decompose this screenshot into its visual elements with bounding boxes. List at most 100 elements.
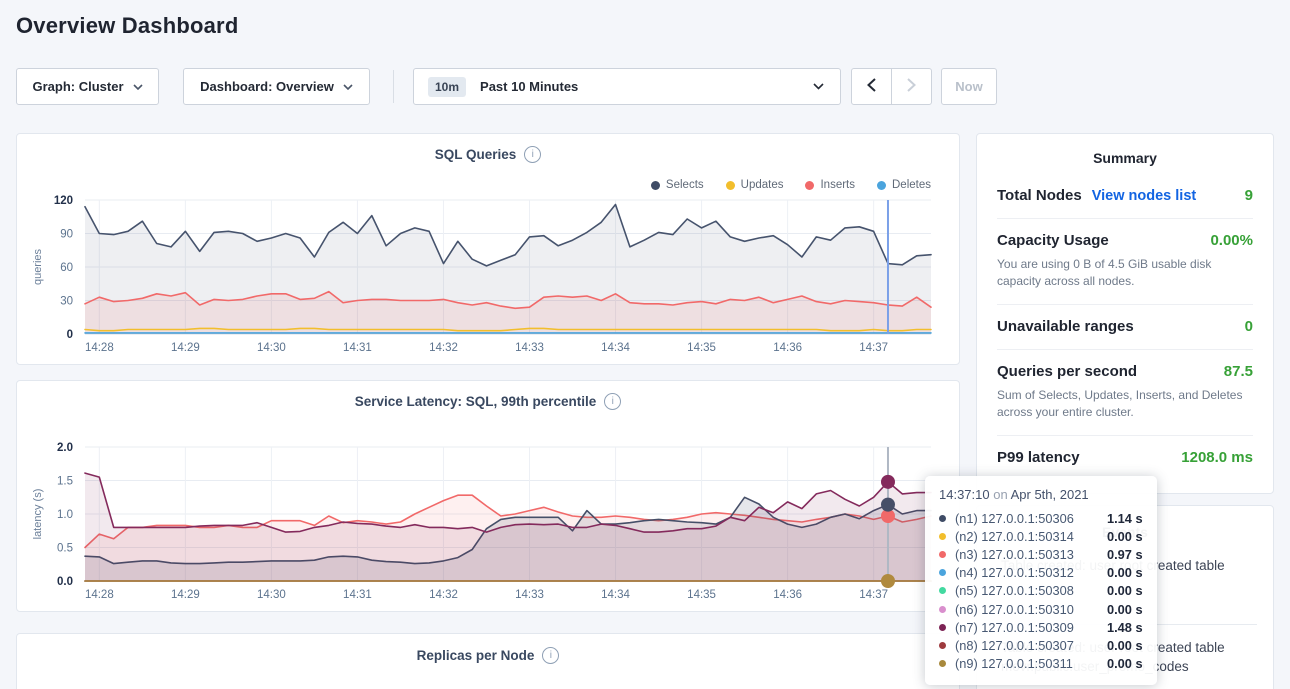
svg-text:1.0: 1.0 bbox=[57, 509, 73, 521]
svg-text:14:34: 14:34 bbox=[601, 589, 630, 601]
svg-text:0: 0 bbox=[67, 329, 73, 341]
now-button[interactable]: Now bbox=[941, 68, 997, 105]
tooltip-node-value: 0.00 s bbox=[1107, 565, 1143, 581]
legend-item-deletes[interactable]: Deletes bbox=[877, 179, 931, 191]
tooltip-node-value: 0.00 s bbox=[1107, 656, 1143, 672]
capacity-label: Capacity Usage bbox=[997, 232, 1109, 249]
summary-panel: Summary Total Nodes View nodes list 9 Ca… bbox=[976, 133, 1274, 494]
tooltip-node-row: (n1) 127.0.0.1:50306 1.14 s bbox=[939, 509, 1143, 527]
qps-description: Sum of Selects, Updates, Inserts, and De… bbox=[997, 388, 1243, 419]
controls-divider bbox=[393, 70, 394, 103]
legend-dot-icon bbox=[877, 180, 886, 190]
svg-text:14:31: 14:31 bbox=[343, 589, 372, 601]
unavailable-ranges-value: 0 bbox=[1244, 318, 1253, 335]
info-icon[interactable]: i bbox=[604, 393, 622, 410]
svg-text:0.0: 0.0 bbox=[57, 576, 73, 588]
sql-queries-title: SQL Queries i bbox=[17, 146, 959, 163]
tooltip-node-value: 0.00 s bbox=[1107, 637, 1143, 653]
svg-text:14:36: 14:36 bbox=[773, 342, 802, 354]
service-latency-panel: Service Latency: SQL, 99th percentile i 0… bbox=[16, 380, 960, 612]
svg-text:14:31: 14:31 bbox=[343, 342, 372, 354]
info-icon[interactable]: i bbox=[542, 647, 560, 664]
node-color-dot-icon bbox=[939, 605, 946, 613]
graph-dropdown-label: Graph: Cluster bbox=[32, 79, 124, 94]
svg-text:14:33: 14:33 bbox=[515, 342, 544, 354]
node-color-dot-icon bbox=[939, 532, 946, 540]
p99-latency-label: P99 latency bbox=[997, 449, 1080, 466]
svg-text:latency (s): latency (s) bbox=[32, 489, 44, 540]
svg-text:90: 90 bbox=[60, 229, 73, 241]
chevron-down-icon bbox=[132, 83, 143, 90]
legend-item-inserts[interactable]: Inserts bbox=[805, 179, 855, 191]
svg-text:60: 60 bbox=[60, 262, 73, 274]
tooltip-node-label: (n3) 127.0.0.1:50313 bbox=[955, 546, 1074, 562]
unavailable-ranges-label: Unavailable ranges bbox=[997, 318, 1134, 335]
svg-text:14:30: 14:30 bbox=[257, 589, 286, 601]
svg-text:14:37: 14:37 bbox=[859, 589, 888, 601]
replicas-per-node-title: Replicas per Node i bbox=[17, 647, 959, 664]
tooltip-node-value: 0.97 s bbox=[1107, 546, 1143, 562]
legend-item-updates[interactable]: Updates bbox=[725, 179, 784, 191]
info-icon[interactable]: i bbox=[524, 146, 542, 163]
tooltip-node-row: (n6) 127.0.0.1:50310 0.00 s bbox=[939, 600, 1143, 618]
qps-label: Queries per second bbox=[997, 363, 1138, 380]
tooltip-node-row: (n5) 127.0.0.1:50308 0.00 s bbox=[939, 582, 1143, 600]
node-color-dot-icon bbox=[939, 569, 946, 577]
replicas-per-node-panel: Replicas per Node i bbox=[16, 633, 960, 689]
svg-text:14:32: 14:32 bbox=[429, 589, 458, 601]
p99-latency-value: 1208.0 ms bbox=[1181, 449, 1253, 466]
time-window-badge: 10m bbox=[428, 76, 467, 97]
tooltip-node-value: 0.00 s bbox=[1107, 528, 1143, 544]
qps-value: 87.5 bbox=[1223, 363, 1253, 380]
svg-text:120: 120 bbox=[54, 195, 73, 207]
time-range-label: Past 10 Minutes bbox=[480, 79, 579, 94]
view-nodes-list-link[interactable]: View nodes list bbox=[1091, 188, 1197, 204]
total-nodes-section: Total Nodes View nodes list 9 bbox=[997, 174, 1253, 219]
tooltip-node-label: (n2) 127.0.0.1:50314 bbox=[955, 528, 1074, 544]
time-range-dropdown[interactable]: 10m Past 10 Minutes bbox=[413, 68, 841, 105]
tooltip-node-row: (n2) 127.0.0.1:50314 0.00 s bbox=[939, 527, 1143, 545]
time-prev-button[interactable] bbox=[851, 68, 892, 105]
svg-text:14:29: 14:29 bbox=[171, 589, 200, 601]
tooltip-node-label: (n4) 127.0.0.1:50312 bbox=[955, 565, 1074, 581]
sql-queries-legend: Selects Updates Inserts Deletes bbox=[650, 179, 931, 191]
qps-section: Queries per second 87.5 Sum of Selects, … bbox=[997, 350, 1253, 436]
svg-text:0.5: 0.5 bbox=[57, 543, 73, 555]
tooltip-node-row: (n4) 127.0.0.1:50312 0.00 s bbox=[939, 564, 1143, 582]
sql-queries-chart[interactable]: 0 30 60 90 120 14:28 14:29 14:30 14:31 14:32 14:33… bbox=[17, 134, 961, 366]
svg-text:30: 30 bbox=[60, 296, 73, 308]
legend-dot-icon bbox=[650, 180, 660, 190]
tooltip-node-value: 0.00 s bbox=[1107, 601, 1143, 617]
capacity-description: You are using 0 B of 4.5 GiB usable disk… bbox=[997, 257, 1212, 288]
node-color-dot-icon bbox=[939, 660, 946, 668]
unavailable-ranges-section: Unavailable ranges 0 bbox=[997, 305, 1253, 350]
chevron-down-icon bbox=[813, 83, 824, 90]
dashboard-dropdown[interactable]: Dashboard: Overview bbox=[183, 68, 370, 105]
service-latency-title: Service Latency: SQL, 99th percentile i bbox=[17, 393, 959, 410]
time-next-button[interactable] bbox=[891, 68, 932, 105]
legend-dot-icon bbox=[725, 180, 735, 190]
sql-queries-panel: SQL Queries i Selects Updates Inserts Delete… bbox=[16, 133, 960, 365]
tooltip-node-value: 1.48 s bbox=[1107, 619, 1143, 635]
svg-text:14:33: 14:33 bbox=[515, 589, 544, 601]
svg-text:14:35: 14:35 bbox=[687, 342, 716, 354]
svg-text:14:28: 14:28 bbox=[85, 589, 114, 601]
dashboard-dropdown-label: Dashboard: Overview bbox=[200, 79, 334, 94]
node-color-dot-icon bbox=[939, 514, 946, 522]
legend-item-selects[interactable]: Selects bbox=[650, 179, 704, 191]
tooltip-node-label: (n6) 127.0.0.1:50310 bbox=[955, 601, 1074, 617]
tooltip-node-row: (n7) 127.0.0.1:50309 1.48 s bbox=[939, 618, 1143, 636]
legend-label: Updates bbox=[740, 179, 784, 191]
page-title: Overview Dashboard bbox=[16, 13, 239, 38]
tooltip-node-label: (n9) 127.0.0.1:50311 bbox=[955, 656, 1073, 672]
chart-hover-tooltip: 14:37:10 on Apr 5th, 2021 (n1) 127.0.0.1… bbox=[925, 476, 1157, 685]
chevron-right-icon bbox=[907, 78, 916, 95]
tooltip-node-label: (n1) 127.0.0.1:50306 bbox=[955, 510, 1074, 526]
svg-text:14:34: 14:34 bbox=[601, 342, 630, 354]
tooltip-node-label: (n5) 127.0.0.1:50308 bbox=[955, 583, 1074, 599]
tooltip-node-label: (n7) 127.0.0.1:50309 bbox=[955, 619, 1074, 635]
graph-dropdown[interactable]: Graph: Cluster bbox=[16, 68, 159, 105]
svg-text:2.0: 2.0 bbox=[57, 442, 73, 454]
service-latency-chart[interactable]: 0.0 0.5 1.0 1.5 2.0 14:28 14:29 14:30 14:31 14:32… bbox=[17, 381, 961, 613]
tooltip-node-row: (n9) 127.0.0.1:50311 0.00 s bbox=[939, 655, 1143, 673]
